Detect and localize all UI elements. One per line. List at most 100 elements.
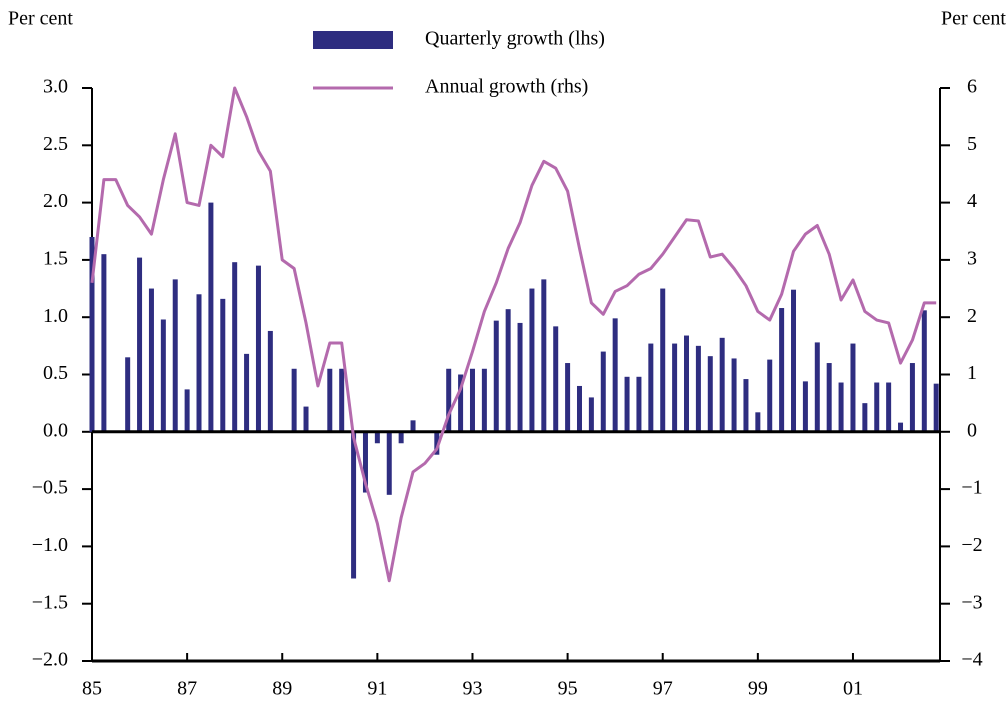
y-axis-title-right: Per cent <box>941 8 1006 30</box>
legend-label: Quarterly growth (lhs) <box>425 28 605 50</box>
y-tick-label: −1.0 <box>32 534 68 556</box>
y-tick-label: 0.5 <box>43 362 68 384</box>
legend-swatch <box>313 31 393 49</box>
y2-tick-label: 2 <box>967 305 977 327</box>
y2-tick-label: −3 <box>961 591 982 613</box>
bar <box>588 397 594 432</box>
x-tick-label: 87 <box>177 678 197 700</box>
bar <box>660 288 666 432</box>
bar <box>814 342 820 432</box>
bar <box>874 382 880 432</box>
bar <box>505 309 511 432</box>
bar <box>779 308 785 432</box>
bar <box>469 368 475 432</box>
x-tick-label: 85 <box>82 678 102 700</box>
bar <box>232 262 238 432</box>
y2-tick-label: 6 <box>967 76 977 98</box>
bar <box>172 279 178 432</box>
bar <box>624 376 630 432</box>
bar <box>220 298 226 432</box>
x-tick-label: 93 <box>462 678 482 700</box>
y2-tick-label: −1 <box>961 477 982 499</box>
bar <box>576 385 582 432</box>
y-tick-label: −1.5 <box>32 591 68 613</box>
bar <box>862 403 868 432</box>
bar <box>791 289 797 432</box>
bar <box>636 376 642 432</box>
bar <box>339 368 345 432</box>
y2-tick-label: 4 <box>967 190 977 212</box>
bar <box>327 368 333 432</box>
bar <box>446 368 452 432</box>
bar <box>695 345 701 432</box>
x-tick-label: 95 <box>558 678 578 700</box>
y-tick-label: 2.5 <box>43 133 68 155</box>
bar <box>137 257 143 432</box>
bar <box>541 279 547 432</box>
y2-tick-label: 1 <box>967 362 977 384</box>
bar <box>160 319 166 432</box>
bar <box>707 356 713 432</box>
bar <box>612 318 618 432</box>
y2-tick-label: −4 <box>961 649 982 671</box>
bar <box>362 431 368 493</box>
x-tick-label: 01 <box>843 678 863 700</box>
bar <box>125 357 131 432</box>
bar <box>719 337 725 432</box>
bar <box>672 343 678 432</box>
bar <box>398 431 404 444</box>
bar <box>826 363 832 432</box>
y-tick-label: −2.0 <box>32 649 68 671</box>
y-tick-label: 0.0 <box>43 419 68 441</box>
bar <box>933 383 939 432</box>
y-tick-label: −0.5 <box>32 477 68 499</box>
y-tick-label: 3.0 <box>43 76 68 98</box>
bar <box>303 406 309 432</box>
bar <box>767 359 773 432</box>
bar <box>493 320 499 432</box>
bar <box>731 358 737 432</box>
bar <box>267 330 273 432</box>
bar <box>921 310 927 432</box>
bar <box>648 343 654 432</box>
bar <box>184 389 190 432</box>
bar <box>196 294 202 432</box>
bar <box>386 431 392 495</box>
bar <box>529 288 535 432</box>
bar <box>553 326 559 432</box>
bar <box>600 351 606 432</box>
bar <box>909 363 915 432</box>
bar <box>755 412 761 432</box>
bar <box>244 353 250 432</box>
bar <box>898 422 904 432</box>
y2-tick-label: −2 <box>961 534 982 556</box>
bar <box>743 379 749 432</box>
y2-tick-label: 3 <box>967 247 977 269</box>
bar <box>517 322 523 432</box>
bar <box>684 335 690 432</box>
bar <box>802 381 808 432</box>
x-tick-label: 91 <box>367 678 387 700</box>
bar <box>255 265 261 432</box>
bar <box>481 368 487 432</box>
y-tick-label: 1.0 <box>43 305 68 327</box>
y2-tick-label: 0 <box>967 419 977 441</box>
y-tick-label: 2.0 <box>43 190 68 212</box>
y2-tick-label: 5 <box>967 133 977 155</box>
legend-label: Annual growth (rhs) <box>425 76 588 98</box>
bar <box>148 288 154 432</box>
x-tick-label: 99 <box>748 678 768 700</box>
bar <box>351 431 357 579</box>
bar <box>838 382 844 432</box>
bar <box>434 431 440 455</box>
bar <box>89 236 95 432</box>
bar <box>374 431 380 444</box>
bar <box>410 420 416 432</box>
bar <box>101 254 107 432</box>
y-tick-label: 1.5 <box>43 247 68 269</box>
x-tick-label: 97 <box>653 678 673 700</box>
bar <box>850 343 856 432</box>
y-axis-title-left: Per cent <box>8 8 73 30</box>
